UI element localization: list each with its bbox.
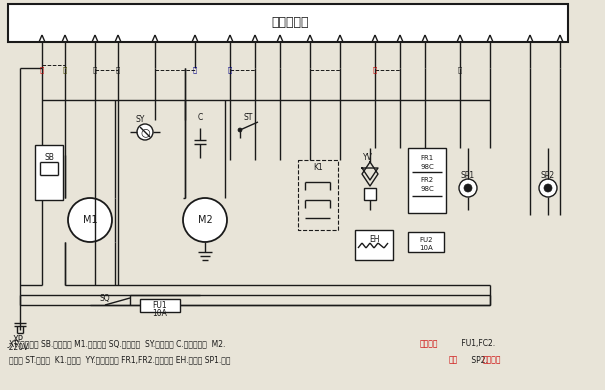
- Text: FU1: FU1: [152, 301, 168, 310]
- Text: FR2: FR2: [420, 177, 434, 183]
- Text: FU2: FU2: [419, 237, 433, 243]
- Bar: [8, 4, 568, 42]
- Circle shape: [464, 184, 472, 192]
- Text: 蓝: 蓝: [193, 67, 197, 73]
- Text: 漏水开关: 漏水开关: [483, 356, 502, 365]
- Bar: [355, 230, 393, 260]
- Text: -220V: -220V: [7, 344, 29, 353]
- Text: 98C: 98C: [420, 164, 434, 170]
- Circle shape: [68, 198, 112, 242]
- Bar: [408, 232, 444, 252]
- Text: SY: SY: [136, 115, 145, 124]
- Text: SP1: SP1: [461, 170, 475, 179]
- Bar: [364, 188, 376, 200]
- Circle shape: [459, 179, 477, 197]
- Circle shape: [183, 198, 227, 242]
- Text: 青: 青: [63, 67, 67, 73]
- Text: ○: ○: [140, 127, 150, 137]
- Circle shape: [539, 179, 557, 197]
- Text: 白: 白: [93, 67, 97, 73]
- Bar: [408, 148, 446, 213]
- Circle shape: [137, 124, 153, 140]
- Text: SQ: SQ: [100, 294, 110, 303]
- Text: M1: M1: [83, 215, 97, 225]
- Text: 红: 红: [40, 67, 44, 73]
- Text: FR1: FR1: [420, 155, 434, 161]
- Text: ST: ST: [243, 113, 253, 122]
- Circle shape: [544, 184, 552, 192]
- Bar: [140, 299, 180, 312]
- Text: XP: XP: [13, 335, 24, 344]
- Text: FU1,FC2.: FU1,FC2.: [459, 339, 495, 348]
- Text: M2: M2: [198, 215, 212, 225]
- Text: 10A: 10A: [152, 308, 168, 317]
- Text: XP.电源插头 SB.电源开关 M1.排水电机 SQ.门控开关  SY.蠢触开关 C.启动电容器  M2.: XP.电源插头 SB.电源开关 M1.排水电机 SQ.门控开关 SY.蠢触开关 …: [9, 339, 226, 348]
- Text: EH: EH: [369, 236, 379, 245]
- Text: 熔断器 ST.温控器  K1.继电器  YY.电磁进水阀 FR1,FR2.熔断电阻 EH.发热器 SP1.进水: 熔断器 ST.温控器 K1.继电器 YY.电磁进水阀 FR1,FR2.熔断电阻 …: [9, 356, 231, 365]
- Text: SP2: SP2: [541, 170, 555, 179]
- Text: YV: YV: [363, 154, 373, 163]
- Text: 白: 白: [458, 67, 462, 73]
- Text: 98C: 98C: [420, 186, 434, 192]
- Text: 开关: 开关: [448, 356, 457, 365]
- Text: C: C: [197, 113, 203, 122]
- Text: 清洗电机: 清洗电机: [419, 339, 438, 348]
- Text: 蓝: 蓝: [228, 67, 232, 73]
- Text: K1: K1: [313, 163, 323, 172]
- Bar: [35, 145, 63, 200]
- Text: SP2.: SP2.: [469, 356, 488, 365]
- Text: 红: 红: [373, 67, 377, 73]
- Circle shape: [238, 128, 242, 132]
- Text: 10A: 10A: [419, 245, 433, 251]
- Text: 电脑控制板: 电脑控制板: [271, 16, 309, 30]
- Text: 白: 白: [116, 67, 120, 73]
- Text: SB: SB: [44, 154, 54, 163]
